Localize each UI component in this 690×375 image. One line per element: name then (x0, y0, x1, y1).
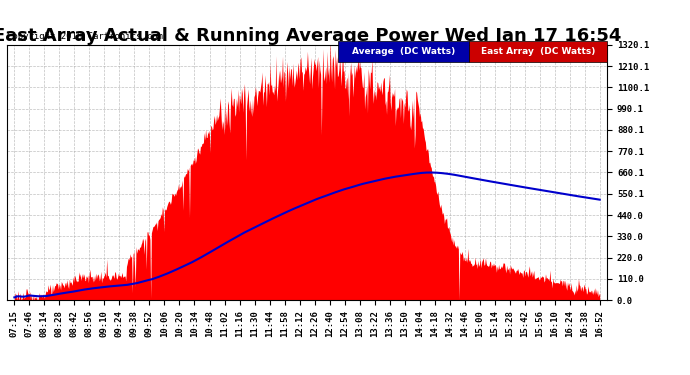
Text: East Array  (DC Watts): East Array (DC Watts) (481, 47, 595, 56)
Text: Average  (DC Watts): Average (DC Watts) (352, 47, 455, 56)
Text: Copyright 2018 Cartronics.com: Copyright 2018 Cartronics.com (7, 32, 163, 41)
Title: East Array Actual & Running Average Power Wed Jan 17 16:54: East Array Actual & Running Average Powe… (0, 27, 621, 45)
